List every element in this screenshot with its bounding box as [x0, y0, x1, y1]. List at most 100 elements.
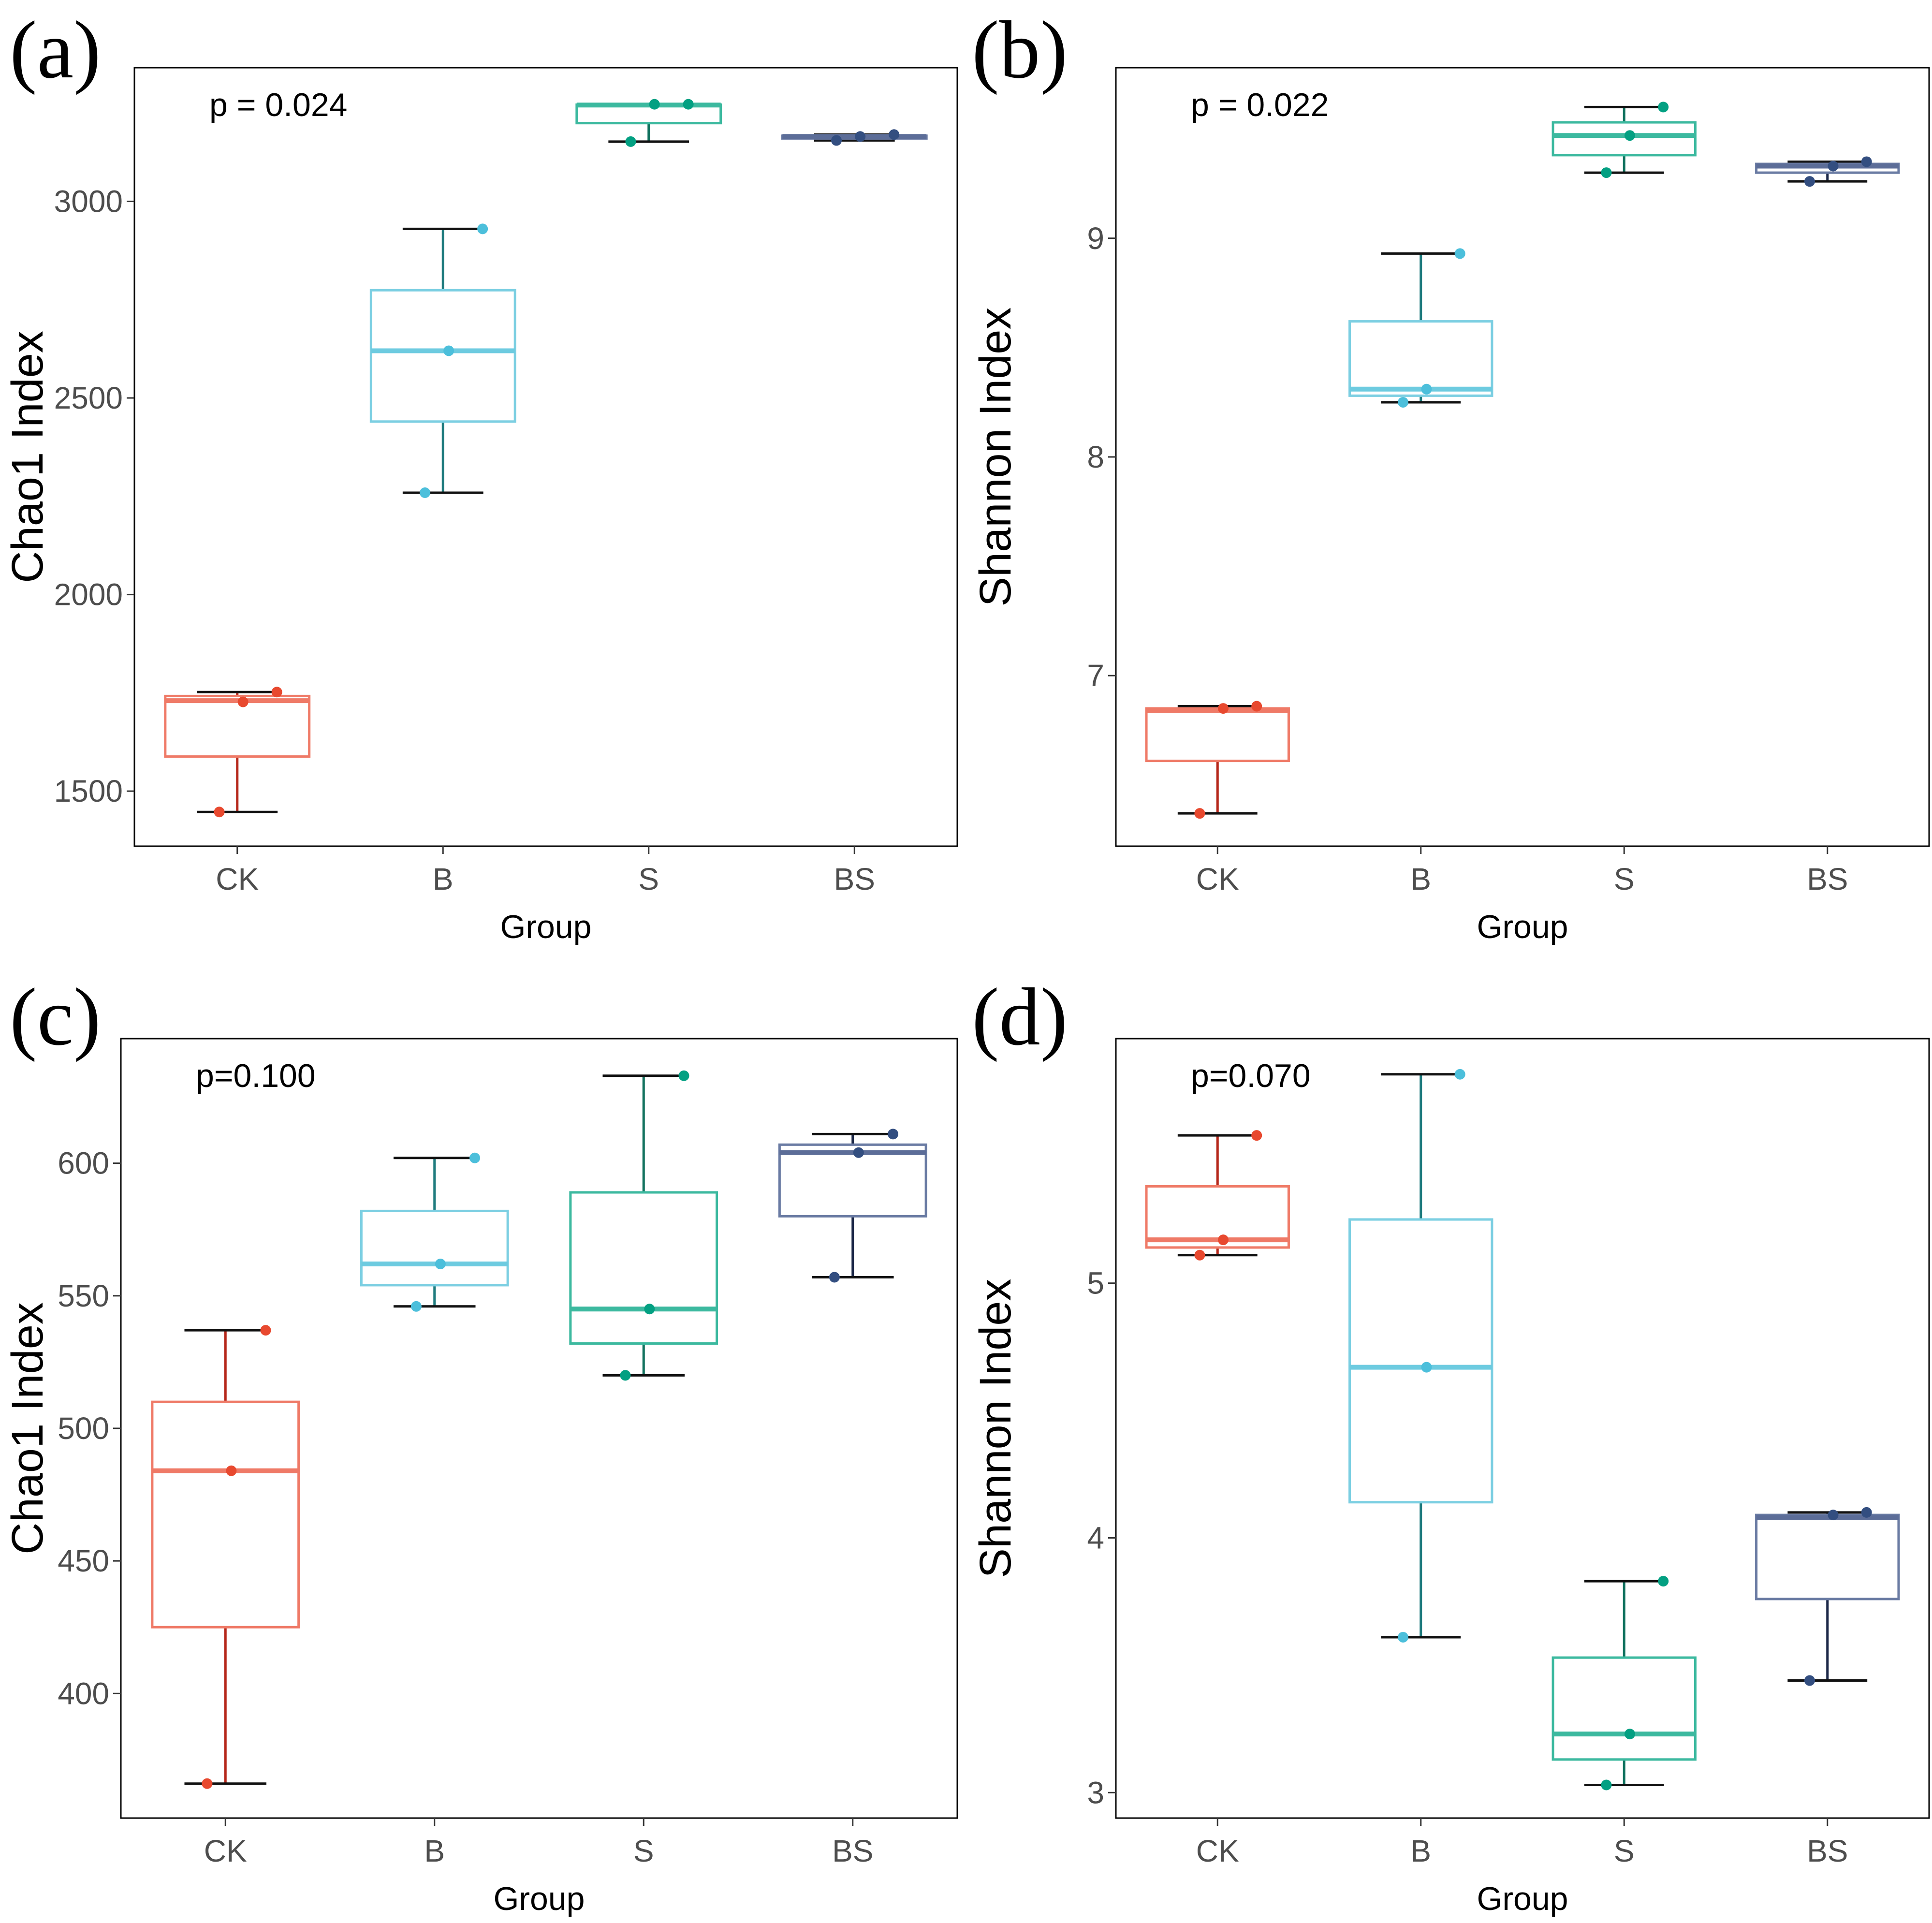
p-value-label: p = 0.022 [1191, 87, 1329, 123]
box-ck [164, 687, 311, 818]
panel-label: (c) [10, 971, 101, 1062]
p-value-label: p = 0.024 [209, 87, 347, 123]
box-b [369, 223, 516, 498]
x-tick-label: S [633, 1834, 654, 1868]
y-tick-label: 4 [1087, 1521, 1104, 1556]
box-body [1551, 121, 1697, 157]
y-tick-label: 9 [1087, 221, 1104, 256]
box-body [1348, 320, 1493, 397]
box-bs [778, 1129, 927, 1283]
data-point [1658, 102, 1669, 113]
p-value-label: p=0.100 [196, 1057, 316, 1094]
data-point [1421, 383, 1432, 395]
x-tick-label: CK [216, 862, 259, 896]
data-point [271, 687, 282, 698]
box-body [164, 694, 311, 758]
box-s [1551, 1576, 1697, 1791]
data-point [1625, 1729, 1636, 1740]
box-b [1348, 1069, 1493, 1643]
x-tick-label: CK [1196, 1834, 1239, 1868]
data-point [202, 1778, 213, 1789]
box-ck [1145, 701, 1290, 819]
x-tick-label: B [1410, 1834, 1431, 1868]
data-point [683, 99, 694, 110]
y-axis-title: Chao1 Index [3, 331, 52, 583]
data-point [678, 1070, 689, 1081]
data-point [237, 696, 249, 707]
data-point [1194, 1249, 1205, 1261]
y-tick-label: 7 [1087, 658, 1104, 693]
box-body [360, 1209, 509, 1287]
box-body [575, 103, 722, 125]
box-body [1348, 1218, 1493, 1504]
y-axis-title: Shannon Index [971, 308, 1020, 607]
data-point [1658, 1576, 1669, 1587]
box-ck [151, 1325, 300, 1789]
x-tick-label: S [1614, 862, 1635, 896]
data-point [889, 129, 900, 140]
x-axis-title: Group [1477, 1880, 1568, 1917]
data-point [853, 1147, 864, 1158]
data-point [1828, 1510, 1839, 1521]
data-point [1194, 808, 1205, 819]
box-body [1755, 1513, 1900, 1600]
box-body [1145, 707, 1290, 763]
data-point [435, 1259, 446, 1270]
data-point [443, 345, 454, 356]
data-point [644, 1304, 655, 1315]
data-point [831, 135, 842, 146]
data-point [1251, 701, 1262, 712]
y-tick-label: 2000 [54, 577, 123, 612]
x-axis-title: Group [500, 909, 592, 945]
box-s [575, 99, 722, 147]
y-tick-label: 2500 [54, 381, 123, 415]
data-point [226, 1465, 237, 1476]
data-point [1218, 703, 1229, 714]
p-value-label: p=0.070 [1191, 1057, 1311, 1094]
box-body [1145, 1185, 1290, 1249]
x-tick-label: BS [1807, 1834, 1848, 1868]
plot-frame [1115, 1038, 1930, 1819]
data-point [1804, 1675, 1815, 1686]
y-tick-label: 3000 [54, 184, 123, 219]
data-point [1861, 1507, 1872, 1518]
y-tick-label: 8 [1087, 440, 1104, 474]
data-point [260, 1325, 271, 1336]
data-point [1454, 1069, 1465, 1080]
data-point [1861, 156, 1872, 167]
data-point [625, 136, 636, 147]
data-point [1625, 130, 1636, 141]
box-ck [1145, 1130, 1290, 1261]
data-point [1804, 176, 1815, 187]
data-point [1421, 1362, 1432, 1373]
data-point [855, 131, 866, 142]
y-tick-label: 1500 [54, 774, 123, 808]
x-tick-label: B [1410, 862, 1431, 896]
panel-label: (b) [972, 4, 1068, 95]
x-tick-label: S [1614, 1834, 1635, 1868]
box-body [369, 289, 516, 423]
data-point [1454, 248, 1465, 259]
x-tick-label: B [433, 862, 454, 896]
box-body [1551, 1656, 1697, 1761]
y-tick-label: 5 [1087, 1266, 1104, 1301]
data-point [1601, 167, 1612, 178]
data-point [1251, 1130, 1262, 1141]
plot-frame [133, 67, 958, 847]
x-tick-label: CK [1196, 862, 1239, 896]
x-tick-label: CK [204, 1834, 247, 1868]
box-b [360, 1152, 509, 1312]
y-axis-title: Shannon Index [971, 1279, 1020, 1578]
panel-label: (d) [972, 971, 1068, 1062]
box-body [151, 1400, 300, 1629]
data-point [1397, 396, 1408, 408]
x-tick-label: S [638, 862, 659, 896]
box-bs [1755, 156, 1900, 187]
y-tick-label: 550 [58, 1278, 109, 1313]
panel-label: (a) [10, 4, 101, 95]
